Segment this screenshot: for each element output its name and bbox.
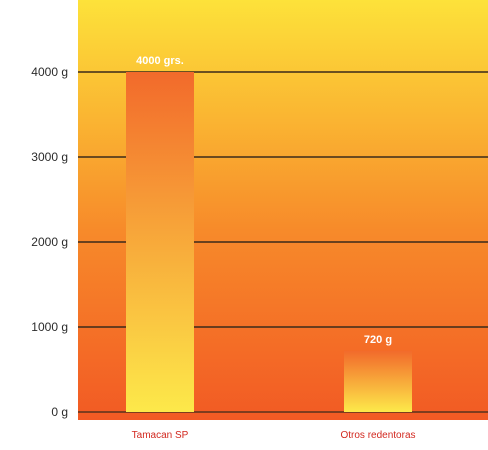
x-category-label: Otros redentoras xyxy=(340,430,415,441)
bars xyxy=(126,72,412,412)
bar xyxy=(126,72,194,412)
x-axis-category-labels: Tamacan SP Otros redentoras xyxy=(132,430,416,441)
y-tick-label: 2000 g xyxy=(31,235,68,249)
bar-data-label: 720 g xyxy=(364,334,392,346)
y-axis-ticks: 0 g 1000 g 2000 g 3000 g 4000 g xyxy=(31,65,68,419)
y-tick-label: 0 g xyxy=(51,405,68,419)
y-tick-label: 1000 g xyxy=(31,320,68,334)
y-tick-label: 4000 g xyxy=(31,65,68,79)
x-category-label: Tamacan SP xyxy=(132,430,189,441)
y-tick-label: 3000 g xyxy=(31,150,68,164)
data-labels: 4000 grs. 720 g xyxy=(136,55,392,346)
bar-data-label: 4000 grs. xyxy=(136,55,184,67)
bar xyxy=(344,350,412,412)
